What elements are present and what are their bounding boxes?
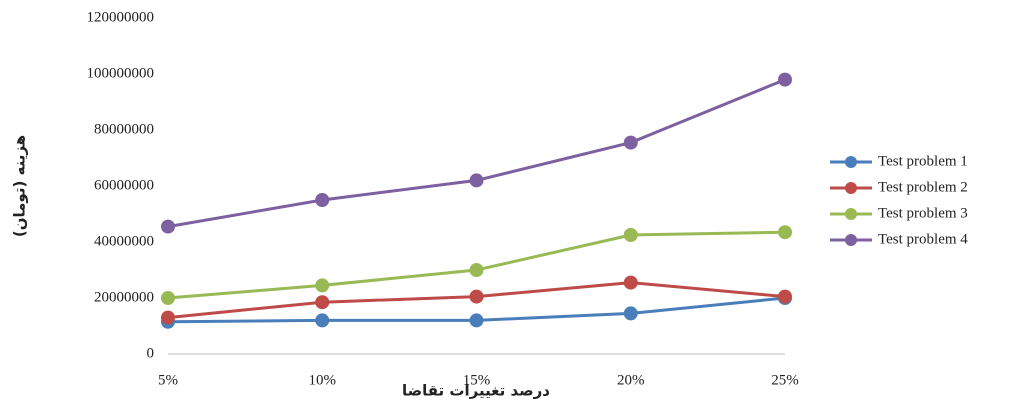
legend-marker: [845, 156, 857, 168]
y-axis-title: هزینه (تومان): [11, 135, 29, 237]
legend-label: Test problem 3: [878, 205, 968, 221]
legend-marker: [845, 208, 857, 220]
y-tick-label: 120000000: [87, 9, 155, 25]
data-point: [623, 306, 638, 321]
data-point: [315, 295, 330, 310]
legend-marker: [845, 234, 857, 246]
data-point: [623, 135, 638, 150]
x-axis-title: درصد تغییرات تقاضا: [402, 382, 550, 400]
y-tick-label: 20000000: [94, 289, 154, 305]
data-point: [778, 225, 792, 240]
y-tick-label: 100000000: [87, 65, 155, 81]
data-point: [469, 313, 484, 328]
legend-label: Test problem 1: [878, 153, 968, 169]
data-point: [469, 289, 484, 304]
series-line: [167, 78, 786, 229]
data-point: [161, 291, 175, 305]
x-tick-label: 5%: [158, 372, 178, 388]
y-tick-label: 60000000: [94, 177, 154, 193]
x-tick-label: 10%: [309, 372, 337, 388]
data-point: [469, 263, 484, 277]
data-point: [469, 173, 484, 188]
y-tick-label: 80000000: [94, 121, 154, 137]
x-tick-label: 15%: [463, 372, 491, 388]
legend-label: Test problem 4: [878, 231, 968, 247]
data-point: [623, 228, 638, 242]
data-point: [778, 72, 792, 87]
x-tick-label: 25%: [771, 372, 799, 388]
data-point: [623, 275, 638, 290]
data-point: [161, 219, 175, 234]
y-tick-label: 40000000: [94, 233, 154, 249]
y-tick-label: 0: [147, 345, 155, 361]
data-point: [161, 310, 175, 325]
legend-marker: [845, 182, 857, 194]
data-point: [778, 289, 792, 304]
legend-label: Test problem 2: [878, 179, 968, 195]
data-point: [315, 193, 330, 207]
x-tick-label: 20%: [617, 372, 645, 388]
data-point: [315, 313, 330, 328]
data-point: [315, 278, 330, 293]
